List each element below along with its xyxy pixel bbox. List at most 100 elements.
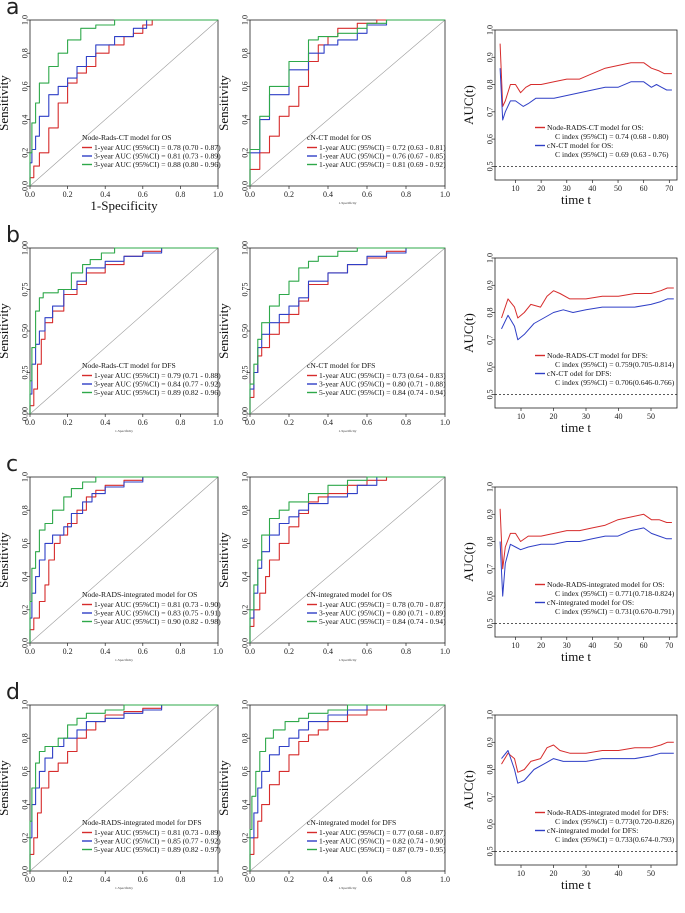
y-tick-label: 0.6	[486, 819, 495, 829]
legend-entry: 1-year AUC (95%CI) = 0.72 (0.63 - 0.81)	[319, 143, 446, 152]
legend-entry: Node-RADS-CT model for OS:	[547, 123, 644, 132]
y-tick-label: 0.8	[486, 80, 495, 90]
legend-entry: Node-RADS-integrated model for OS:	[547, 580, 664, 589]
reference-diagonal	[249, 19, 446, 187]
x-tick-label: 0.4	[323, 647, 333, 656]
legend-entry: 1-year AUC (95%CI) = 0.78 (0.70 - 0.87)	[94, 143, 221, 152]
x-tick-label: 0.6	[138, 647, 148, 656]
y-tick-label: 0.9	[486, 509, 495, 519]
y-axis-label: Sensitivity	[216, 532, 231, 588]
series-line-red	[499, 508, 672, 570]
series-line-red	[499, 43, 672, 107]
x-tick-label: 30	[582, 869, 590, 878]
x-tick-label: 50	[614, 641, 622, 650]
y-tick-label: 0.9	[486, 52, 495, 62]
legend-entry: 1-year AUC (95%CI) = 0.79 (0.71 - 0.88)	[94, 371, 221, 380]
x-tick-label: 1.0	[213, 190, 223, 199]
y-tick-label: 0.5	[486, 846, 495, 856]
y-tick-label: 1.0	[241, 472, 250, 482]
y-tick-label: 0.25	[241, 366, 250, 380]
y-axis-label: Sensitivity	[216, 760, 231, 816]
x-tick-label: 0.0	[245, 190, 255, 199]
reference-diagonal	[29, 247, 219, 415]
y-tick-label: 0.8	[486, 308, 495, 318]
x-tick-label: 0.4	[323, 190, 333, 199]
x-tick-label: 70	[665, 641, 673, 650]
x-tick-label: 1.0	[213, 647, 223, 656]
x-axis-label: 1-Specificity	[338, 429, 356, 433]
chart-6: c 0.0 0.2 0.4 0.6 0.8 1.0 0.0 0.2 0.4 0.6 0.8 1.0 1-S…	[0, 452, 223, 662]
y-axis-label: Sensitivity	[216, 303, 231, 359]
series-line-blue	[29, 476, 218, 643]
y-tick-label: 0.6	[241, 538, 250, 548]
x-tick-label: 40	[615, 412, 623, 421]
legend-entry: 1-year AUC (95%CI) = 0.82 (0.74 - 0.90)	[319, 837, 446, 846]
y-tick-label: 0.2	[241, 605, 250, 615]
legend-entry: cN-CT model for OS:	[547, 141, 613, 150]
x-tick-label: 20	[537, 184, 545, 193]
x-tick-label: 0.8	[175, 418, 185, 427]
x-tick-label: 1.0	[440, 647, 450, 656]
x-tick-label: 10	[512, 641, 520, 650]
y-tick-label: 0.0	[21, 866, 30, 876]
y-tick-label: 0.4	[21, 115, 30, 125]
legend-entry: cN-integrated model for OS:	[547, 598, 634, 607]
y-axis-label: Sensitivity	[0, 760, 11, 816]
series-line-blue	[499, 527, 672, 597]
legend-entry: C index (95%CI) = 0.74 (0.68 - 0.80)	[555, 132, 669, 141]
legend-entry: 5-year AUC (95%CI) = 0.89 (0.82 - 0.96)	[94, 388, 221, 397]
x-tick-label: 20	[550, 412, 558, 421]
y-tick-label: 0.25	[21, 366, 30, 380]
x-axis-label: 1-Specificity	[115, 658, 133, 662]
legend-entry: 5-year AUC (95%CI) = 0.89 (0.82 - 0.97)	[94, 845, 221, 854]
x-tick-label: 0.0	[245, 875, 255, 884]
x-tick-label: 0.2	[63, 647, 73, 656]
reference-diagonal	[29, 476, 219, 644]
x-tick-label: 20	[550, 869, 558, 878]
chart-7: 0.0 0.2 0.4 0.6 0.8 1.0 0.0 0.2 0.4 0.6 0.8 1.0 1-Sp…	[216, 472, 450, 662]
x-axis-label: 1-Specificity	[90, 198, 158, 213]
legend-entry: 1-year AUC (95%CI) = 0.81 (0.73 - 0.90)	[94, 600, 221, 609]
x-tick-label: 0.2	[284, 418, 294, 427]
legend-entry: C index (95%CI) = 0.706(0.646-0.766)	[555, 378, 675, 387]
legend-entry: Node-RADS-CT model for DFS:	[547, 351, 648, 360]
series-line-red	[501, 741, 674, 773]
x-tick-label: 20	[537, 641, 545, 650]
chart-1: 0.0 0.2 0.4 0.6 0.8 1.0 0.0 0.2 0.4 0.6 0.8 1.0 1-Sp…	[216, 15, 450, 205]
y-tick-label: 0.7	[486, 335, 495, 345]
y-tick-label: 0.6	[21, 766, 30, 776]
x-tick-label: 0.8	[401, 418, 411, 427]
legend-title: cN-CT model for OS	[307, 133, 371, 142]
x-tick-label: 60	[640, 641, 648, 650]
panel-letter: b	[6, 223, 20, 248]
legend-title: cN-integrated model for DFS	[307, 818, 396, 827]
x-axis-label: 1-Specificity	[338, 201, 356, 205]
plot-frame	[249, 476, 446, 644]
x-tick-label: 0.0	[245, 647, 255, 656]
x-axis-label: 1-Specificity	[115, 886, 133, 890]
reference-diagonal	[249, 476, 446, 644]
y-tick-label: 0.4	[241, 115, 250, 125]
x-tick-label: 40	[588, 641, 596, 650]
y-tick-label: 1.0	[486, 253, 495, 263]
legend-entry: cN-integrated model for DFS:	[547, 826, 638, 835]
panel-letter: d	[6, 680, 20, 705]
series-line-blue	[499, 68, 672, 121]
legend-entry: 1-year AUC (95%CI) = 0.73 (0.64 - 0.83)	[319, 371, 446, 380]
series-line-green	[29, 476, 218, 643]
y-tick-label: 0.4	[241, 572, 250, 582]
legend-entry: C index (95%CI) = 0.771(0.718-0.824)	[555, 589, 675, 598]
x-tick-label: 0.6	[138, 418, 148, 427]
chart-0: a 0.0 0.2 0.4 0.6 0.8 1.0 0.0 0.2 0.4 0.6 0.8 1.0 1-S…	[0, 0, 223, 213]
x-tick-label: 0.2	[63, 875, 73, 884]
chart-5: 10 20 30 40 50 0.5 0.6 0.7 0.8 0.9 1.0 time t AUC(t)…	[461, 253, 678, 435]
y-tick-label: 1.0	[21, 472, 30, 482]
x-axis-label: 1-Specificity	[115, 429, 133, 433]
x-tick-label: 1.0	[440, 418, 450, 427]
series-line-blue	[501, 298, 674, 341]
y-axis-label: Sensitivity	[0, 75, 11, 131]
panel-letter: a	[6, 0, 19, 20]
chart-9: d 0.0 0.2 0.4 0.6 0.8 1.0 0.0 0.2 0.4 0.6 0.8 1.0 1-S…	[0, 680, 223, 890]
legend-entry: 3-year AUC (95%CI) = 0.84 (0.77 - 0.92)	[94, 380, 221, 389]
y-tick-label: 0.6	[486, 362, 495, 372]
